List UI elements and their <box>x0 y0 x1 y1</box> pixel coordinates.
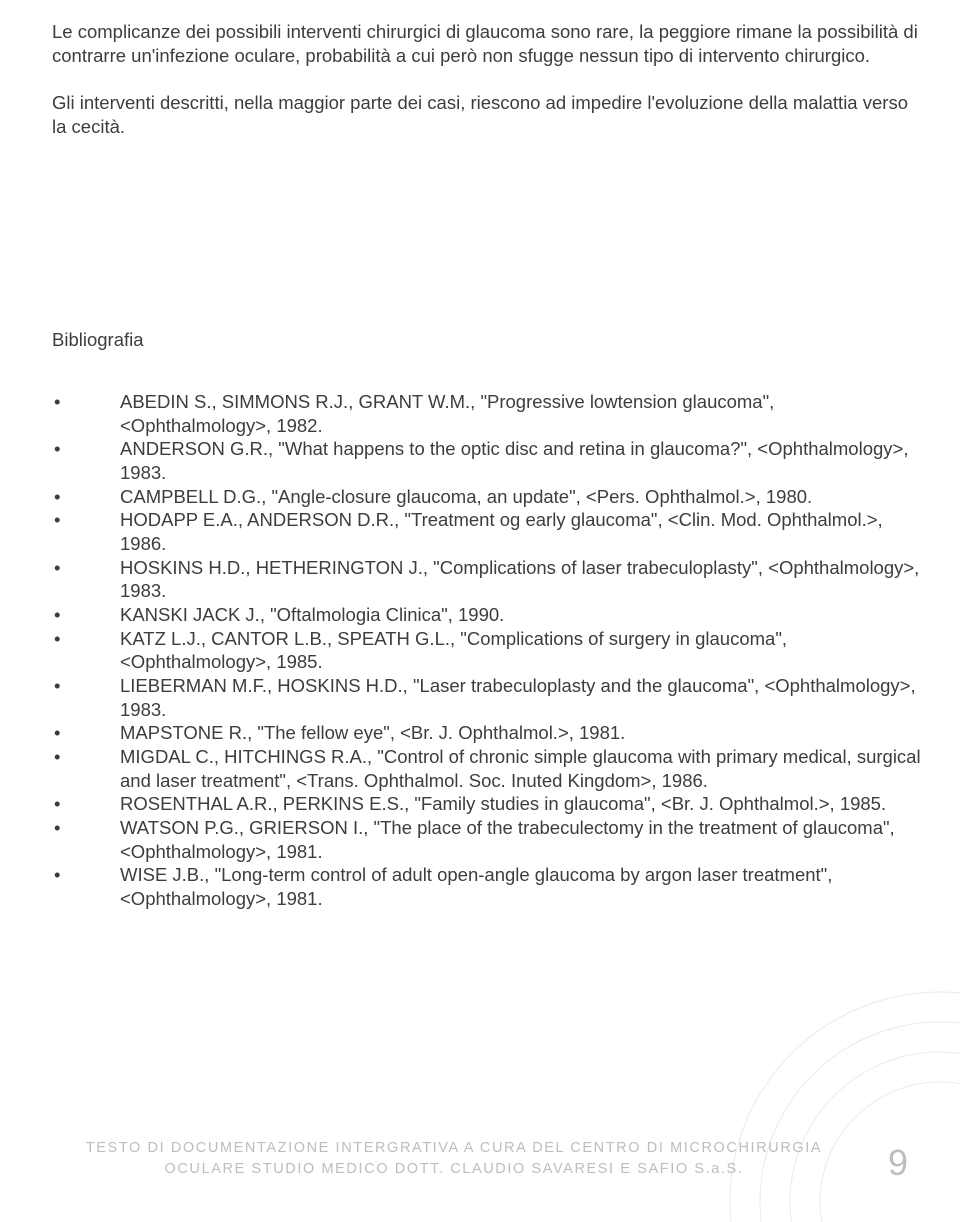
bibliography-item-text: ANDERSON G.R., "What happens to the opti… <box>120 437 922 484</box>
bibliography-item: • ANDERSON G.R., "What happens to the op… <box>52 437 922 484</box>
bibliography-list: • ABEDIN S., SIMMONS R.J., GRANT W.M., "… <box>52 390 922 911</box>
bibliography-item-text: MIGDAL C., HITCHINGS R.A., "Control of c… <box>120 745 922 792</box>
bullet-icon: • <box>52 627 120 651</box>
bibliography-item-text: WISE J.B., "Long-term control of adult o… <box>120 863 922 910</box>
page-number: 9 <box>888 1142 908 1184</box>
bibliography-item-text: WATSON P.G., GRIERSON I., "The place of … <box>120 816 922 863</box>
bullet-icon: • <box>52 863 120 887</box>
bibliography-item: • HODAPP E.A., ANDERSON D.R., "Treatment… <box>52 508 922 555</box>
bibliography-item-text: KANSKI JACK J., "Oftalmologia Clinica", … <box>120 603 922 627</box>
bibliography-item: • KANSKI JACK J., "Oftalmologia Clinica"… <box>52 603 922 627</box>
bibliography-item-text: MAPSTONE R., "The fellow eye", <Br. J. O… <box>120 721 922 745</box>
footer-line-1: TESTO DI DOCUMENTAZIONE INTERGRATIVA A C… <box>86 1140 822 1156</box>
bibliography-item: • MIGDAL C., HITCHINGS R.A., "Control of… <box>52 745 922 792</box>
bibliography-item-text: ABEDIN S., SIMMONS R.J., GRANT W.M., "Pr… <box>120 390 922 437</box>
bibliography-item: • MAPSTONE R., "The fellow eye", <Br. J.… <box>52 721 922 745</box>
intro-paragraph-1: Le complicanze dei possibili interventi … <box>52 20 922 67</box>
bibliography-item-text: CAMPBELL D.G., "Angle-closure glaucoma, … <box>120 485 922 509</box>
bullet-icon: • <box>52 437 120 461</box>
bibliography-item: • WATSON P.G., GRIERSON I., "The place o… <box>52 816 922 863</box>
bibliography-item: • WISE J.B., "Long-term control of adult… <box>52 863 922 910</box>
bibliography-item-text: HODAPP E.A., ANDERSON D.R., "Treatment o… <box>120 508 922 555</box>
bibliography-item: • ROSENTHAL A.R., PERKINS E.S., "Family … <box>52 792 922 816</box>
bibliography-item: • CAMPBELL D.G., "Angle-closure glaucoma… <box>52 485 922 509</box>
bullet-icon: • <box>52 721 120 745</box>
bibliography-item-text: KATZ L.J., CANTOR L.B., SPEATH G.L., "Co… <box>120 627 922 674</box>
bibliography-item-text: HOSKINS H.D., HETHERINGTON J., "Complica… <box>120 556 922 603</box>
bibliography-item-text: ROSENTHAL A.R., PERKINS E.S., "Family st… <box>120 792 922 816</box>
bibliography-item: • HOSKINS H.D., HETHERINGTON J., "Compli… <box>52 556 922 603</box>
bibliography-heading: Bibliografia <box>52 329 144 351</box>
bullet-icon: • <box>52 603 120 627</box>
document-page: Le complicanze dei possibili interventi … <box>0 0 960 1222</box>
bibliography-item: • ABEDIN S., SIMMONS R.J., GRANT W.M., "… <box>52 390 922 437</box>
bullet-icon: • <box>52 556 120 580</box>
bibliography-item-text: LIEBERMAN M.F., HOSKINS H.D., "Laser tra… <box>120 674 922 721</box>
bullet-icon: • <box>52 745 120 769</box>
intro-block: Le complicanze dei possibili interventi … <box>52 20 922 139</box>
footer-text: TESTO DI DOCUMENTAZIONE INTERGRATIVA A C… <box>84 1138 824 1180</box>
bibliography-item: • KATZ L.J., CANTOR L.B., SPEATH G.L., "… <box>52 627 922 674</box>
bullet-icon: • <box>52 674 120 698</box>
bullet-icon: • <box>52 816 120 840</box>
bullet-icon: • <box>52 390 120 414</box>
bullet-icon: • <box>52 792 120 816</box>
bullet-icon: • <box>52 508 120 532</box>
bibliography-item: • LIEBERMAN M.F., HOSKINS H.D., "Laser t… <box>52 674 922 721</box>
footer-line-2: OCULARE STUDIO MEDICO DOTT. CLAUDIO SAVA… <box>165 1161 744 1177</box>
intro-paragraph-2: Gli interventi descritti, nella maggior … <box>52 91 922 138</box>
bullet-icon: • <box>52 485 120 509</box>
